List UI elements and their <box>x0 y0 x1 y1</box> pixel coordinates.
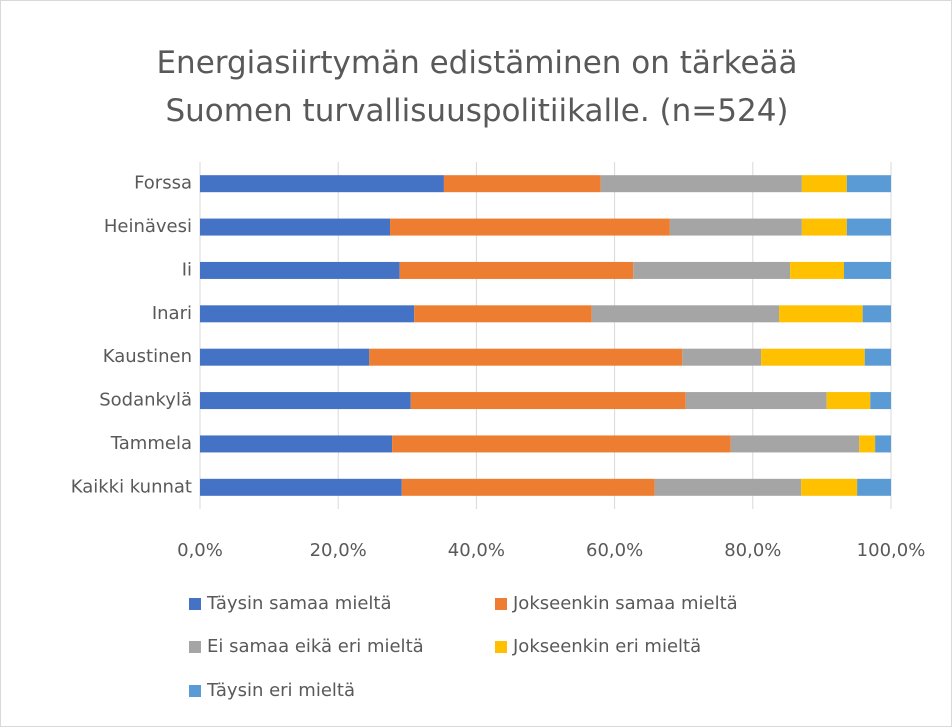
bar-segment <box>730 435 860 453</box>
bar-segment <box>870 392 891 410</box>
bar-segment <box>875 435 891 453</box>
legend-label: Ei samaa eikä eri mieltä <box>207 636 424 657</box>
legend-label: Jokseenkin eri mieltä <box>512 636 701 657</box>
bar-segment <box>410 392 686 410</box>
bar-segment <box>200 261 400 279</box>
bar-segment <box>761 348 865 366</box>
bar-segment <box>591 305 780 323</box>
bar-segment <box>685 392 827 410</box>
bar-segment <box>392 435 731 453</box>
bar-segment <box>200 218 391 236</box>
bar-segment <box>846 218 891 236</box>
x-tick-label: 20,0% <box>310 540 367 561</box>
bar-segment <box>862 305 891 323</box>
bar-segment <box>790 261 845 279</box>
bar-segment <box>443 175 601 193</box>
bar-segment <box>369 348 683 366</box>
y-tick-label: Inari <box>152 303 192 324</box>
bar-segment <box>801 175 847 193</box>
bar-segment <box>779 305 863 323</box>
bar-segment <box>200 478 402 496</box>
x-tick-label: 60,0% <box>586 540 643 561</box>
bar-segment <box>200 305 415 323</box>
y-tick-label: Heinävesi <box>104 216 192 237</box>
legend-swatch <box>189 598 201 610</box>
bar-segment <box>200 175 444 193</box>
bar-segment <box>864 348 891 366</box>
x-tick-label: 100,0% <box>857 540 926 561</box>
bar-segment <box>801 478 858 496</box>
y-tick-label: Kaustinen <box>103 346 192 367</box>
y-tick-label: Sodankylä <box>99 390 192 411</box>
bar-segment <box>654 478 802 496</box>
legend-swatch <box>495 598 507 610</box>
x-tick-label: 0,0% <box>177 540 223 561</box>
bar-segment <box>200 435 393 453</box>
bar-segment <box>857 478 891 496</box>
bar-segment <box>401 478 655 496</box>
bar-segment <box>600 175 802 193</box>
bar-segment <box>399 261 634 279</box>
legend-label: Jokseenkin samaa mieltä <box>512 593 738 614</box>
bar-segment <box>844 261 891 279</box>
y-tick-label: Tammela <box>110 433 192 454</box>
legend-label: Täysin eri mieltä <box>206 680 355 701</box>
bar-segment <box>682 348 762 366</box>
y-tick-label: Ii <box>182 259 192 280</box>
bar-segment <box>859 435 876 453</box>
legend-swatch <box>495 641 507 653</box>
legend-swatch <box>189 641 201 653</box>
bar-segment <box>633 261 791 279</box>
bar-segment <box>390 218 670 236</box>
bar-segment <box>200 348 370 366</box>
bar-segment <box>200 392 411 410</box>
bar-segment <box>414 305 592 323</box>
bar-segment <box>826 392 871 410</box>
x-tick-label: 40,0% <box>448 540 505 561</box>
legend-label: Täysin samaa mieltä <box>206 593 392 614</box>
y-tick-label: Forssa <box>134 173 192 194</box>
y-tick-label: Kaikki kunnat <box>71 476 192 497</box>
bar-segment <box>669 218 802 236</box>
bar-segment <box>801 218 847 236</box>
bar-segment <box>846 175 891 193</box>
legend-swatch <box>189 685 201 697</box>
x-tick-label: 80,0% <box>724 540 781 561</box>
chart-title: Energiasiirtymän edistäminen on tärkeää … <box>156 45 798 129</box>
